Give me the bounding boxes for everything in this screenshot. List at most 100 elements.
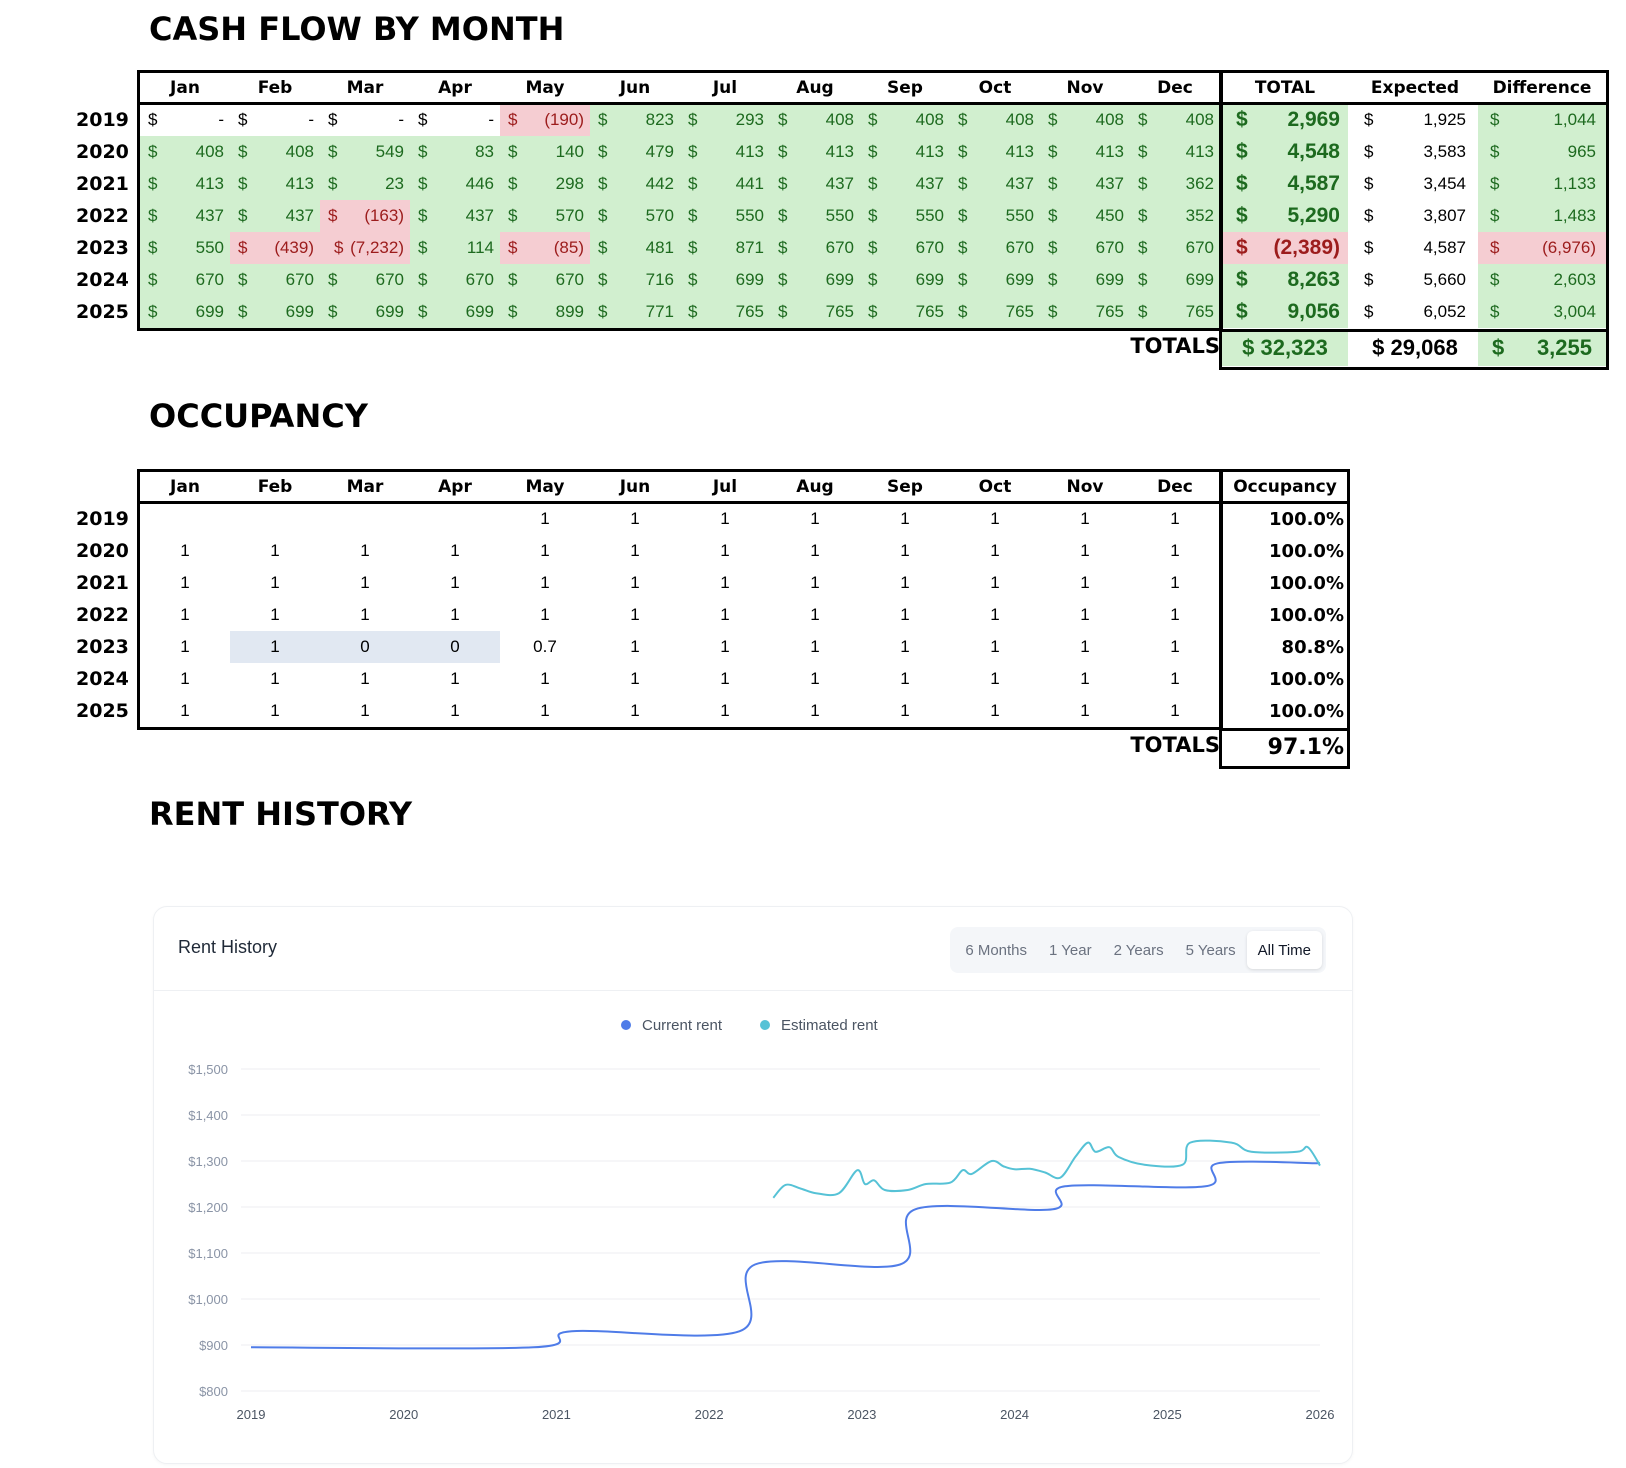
currency-symbol: $ (148, 142, 158, 161)
currency-symbol: $ (1138, 174, 1148, 193)
occupancy-cell: 1 (810, 669, 820, 688)
range-button[interactable]: 6 Months (965, 941, 1028, 959)
currency-symbol: $ (1048, 174, 1058, 193)
range-button[interactable]: All Time (1246, 931, 1322, 969)
row-expected: $1,925 (1352, 104, 1478, 136)
range-button[interactable]: 1 Year (1049, 941, 1092, 959)
cash-value: 670 (1095, 238, 1124, 257)
range-button[interactable]: 2 Years (1113, 941, 1164, 959)
expected-value: 3,583 (1423, 142, 1466, 161)
currency-symbol: $ (1236, 204, 1248, 227)
currency-symbol: $ (508, 302, 518, 321)
occupancy-cell: 0.7 (533, 637, 557, 656)
currency-symbol: $ (1490, 270, 1500, 289)
cash-value: (85) (553, 238, 584, 257)
row-expected: $6,052 (1352, 296, 1478, 328)
occupancy-cell: 1 (900, 605, 910, 624)
occupancy-cell: 1 (810, 541, 820, 560)
totals-rule (1219, 728, 1350, 731)
currency-symbol: $ (868, 142, 878, 161)
month-header: Aug (796, 477, 834, 497)
cash-cell: $699 (1130, 264, 1220, 296)
currency-symbol: $ (328, 174, 338, 193)
currency-symbol: $ (1048, 270, 1058, 289)
occupancy-cell: 1 (810, 637, 820, 656)
cash-value: 479 (645, 142, 674, 161)
currency-symbol: $ (238, 174, 248, 193)
row-total: $ (2,389) (1222, 232, 1348, 264)
cash-cell: $570 (500, 200, 590, 232)
cash-value: 293 (735, 110, 764, 129)
occupancy-percent: 100.0% (1269, 508, 1344, 530)
month-header: Dec (1157, 78, 1193, 98)
occupancy-cell: 1 (810, 701, 820, 720)
cash-value: 408 (195, 142, 224, 161)
x-tick-label: 2023 (847, 1407, 876, 1422)
cash-value: 670 (825, 238, 854, 257)
year-label: 2019 (76, 109, 129, 131)
occupancy-cell: 1 (990, 573, 1000, 592)
occupancy-cell: 1 (810, 509, 820, 528)
rent-history-chart: $800 $900 $1,000 $1,100 $1,200 $1,300 $1,400 $1… (188, 1017, 1334, 1422)
cash-cell: $437 (1040, 168, 1130, 200)
total-value: (2,389) (1273, 236, 1340, 259)
cash-cell: $ (7,232) (320, 232, 410, 264)
currency-symbol: $ (1364, 238, 1374, 257)
occupancy-cell: 1 (720, 605, 730, 624)
expected-value: 3,807 (1423, 206, 1466, 225)
cash-cell: $437 (950, 168, 1040, 200)
month-header: Feb (257, 78, 293, 98)
grand-difference: $3,255 (1478, 330, 1606, 366)
cash-value: - (308, 110, 314, 129)
occupancy-cell: 1 (1170, 669, 1180, 688)
cash-value: 352 (1185, 206, 1214, 225)
currency-symbol: $ (1138, 206, 1148, 225)
currency-symbol: $ (1490, 206, 1500, 225)
occupancy-cell: 1 (1170, 701, 1180, 720)
cash-value: 899 (555, 302, 584, 321)
currency-symbol: $ (238, 302, 248, 321)
occupancy-cell: 1 (990, 541, 1000, 560)
occupancy-cell: 1 (630, 541, 640, 560)
cash-value: 570 (555, 206, 584, 225)
cash-cell: $479 (590, 136, 680, 168)
range-button[interactable]: 5 Years (1185, 941, 1236, 959)
occupancy-header: Occupancy (1233, 477, 1337, 497)
row-difference: $965 (1478, 136, 1606, 168)
currency-symbol: $ (688, 302, 698, 321)
cash-value: 408 (285, 142, 314, 161)
rent-history-card: Rent History 6 Months 1 Year 2 Years 5 Year… (153, 906, 1353, 1464)
occupancy-cell: 1 (450, 605, 460, 624)
currency-symbol: $ (958, 302, 968, 321)
cash-cell: $413 (680, 136, 770, 168)
x-tick-label: 2025 (1153, 1407, 1182, 1422)
cash-cell: $413 (860, 136, 950, 168)
currency-symbol: $ (1048, 110, 1058, 129)
year-label: 2025 (76, 700, 129, 722)
cash-value: 481 (645, 238, 674, 257)
currency-symbol: $ (1048, 302, 1058, 321)
currency-symbol: $ (1236, 172, 1248, 195)
cash-cell: $699 (1040, 264, 1130, 296)
occupancy-cell: 1 (720, 573, 730, 592)
cash-cell: $823 (590, 104, 680, 136)
occupancy-cell: 1 (180, 541, 190, 560)
currency-symbol: $ (1236, 236, 1248, 259)
cash-value: 550 (195, 238, 224, 257)
cash-value: 413 (1005, 142, 1034, 161)
occupancy-title: OCCUPANCY (149, 397, 368, 435)
currency-symbol: $ (1364, 270, 1374, 289)
occupancy-cell: 1 (270, 669, 280, 688)
occupancy-cell: 1 (720, 637, 730, 656)
currency-symbol: $ (328, 142, 338, 161)
cash-cell: $670 (950, 232, 1040, 264)
cash-cell: $570 (590, 200, 680, 232)
card-divider (154, 990, 1352, 991)
cash-value: 765 (825, 302, 854, 321)
currency-symbol: $ (148, 206, 158, 225)
cash-cell: $408 (140, 136, 230, 168)
x-tick-label: 2022 (695, 1407, 724, 1422)
x-tick-label: 2024 (1000, 1407, 1029, 1422)
occupancy-percent: 100.0% (1269, 700, 1344, 722)
cash-cell: $298 (500, 168, 590, 200)
